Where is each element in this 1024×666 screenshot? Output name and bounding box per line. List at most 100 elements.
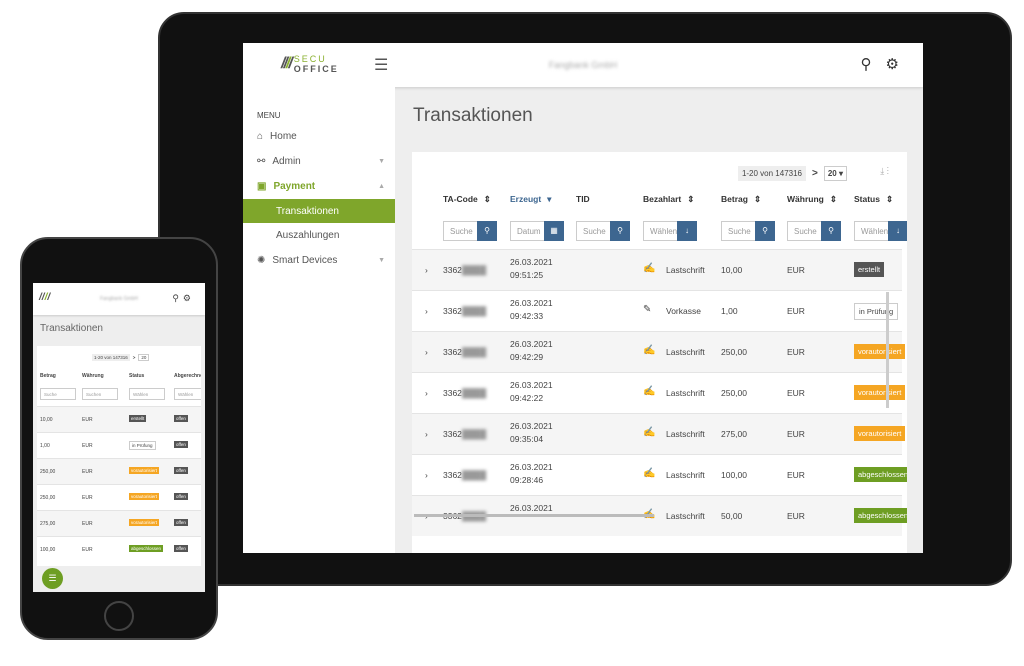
filter-input[interactable]: Suche ⚲ xyxy=(721,221,775,241)
direct-debit-icon: ✍ xyxy=(643,263,656,274)
sidebar-item-admin[interactable]: ⚯ Admin ▼ xyxy=(257,155,385,167)
sort-icon[interactable]: ⇕ xyxy=(753,194,762,204)
sort-icon[interactable]: ▾ xyxy=(547,194,552,204)
sidebar-item-payment[interactable]: ▣ Payment ▲ xyxy=(257,180,385,192)
next-page-button[interactable]: > xyxy=(812,168,818,179)
table-row[interactable]: 250,00 EUR vorautorisiert offen xyxy=(37,458,201,484)
sort-icon[interactable]: ⇕ xyxy=(829,194,837,204)
filter-placeholder: Wählen xyxy=(861,227,889,236)
filter-input[interactable]: Suche xyxy=(40,388,76,400)
search-icon[interactable]: ⚲ xyxy=(821,221,841,241)
column-header[interactable]: Bezahlart ⇕ xyxy=(643,194,694,205)
filter-input[interactable]: Suche ⚲ xyxy=(443,221,497,241)
filter-placeholder: Suche xyxy=(583,227,606,236)
gear-icon[interactable]: ⚙ xyxy=(885,56,899,73)
filter-input[interactable]: Suchen xyxy=(82,388,118,400)
status-badge: erstellt xyxy=(129,415,147,422)
calendar-icon[interactable]: ▦ xyxy=(544,221,564,241)
home-icon: ⌂ xyxy=(257,130,264,142)
filter-input[interactable]: Wählen ↓ xyxy=(854,221,907,241)
column-header[interactable]: Abgerechnet xyxy=(174,373,201,379)
amount: 275,00 xyxy=(40,521,56,527)
currency: EUR xyxy=(787,265,805,275)
download-icon[interactable]: ⤓ ⋮ xyxy=(880,166,889,176)
page-size-select[interactable]: 20 ▾ xyxy=(823,166,847,181)
currency: EUR xyxy=(787,306,805,316)
table-row[interactable]: 250,00 EUR vorautorisiert offen xyxy=(37,484,201,510)
payment-method: Vorkasse xyxy=(666,306,701,316)
direct-debit-icon: ✍ xyxy=(643,427,656,438)
table-row[interactable]: 10,00 EUR erstellt offen xyxy=(37,406,201,432)
home-button xyxy=(104,601,134,631)
column-header[interactable]: Status xyxy=(129,373,145,379)
chevron-right-icon[interactable]: › xyxy=(425,429,428,439)
sidebar-item-home[interactable]: ⌂ Home xyxy=(257,130,297,142)
arrow-down-icon[interactable]: ↓ xyxy=(888,221,907,241)
chevron-right-icon[interactable]: › xyxy=(425,265,428,275)
column-label: TA-Code xyxy=(443,194,478,204)
search-icon[interactable]: ⚲ xyxy=(477,221,497,241)
vertical-scrollbar[interactable] xyxy=(886,292,889,408)
chevron-right-icon[interactable]: › xyxy=(425,306,428,316)
column-header[interactable]: TID xyxy=(576,194,590,204)
filter-input[interactable]: Datum ▦ xyxy=(510,221,564,241)
sidebar-item-transaktionen[interactable]: Transaktionen xyxy=(243,199,395,223)
billing-badge: offen xyxy=(174,467,188,474)
search-icon[interactable]: ⚲ xyxy=(755,221,775,241)
search-icon[interactable]: ⚲ xyxy=(860,56,872,73)
amount: 275,00 xyxy=(721,429,747,439)
payment-method: Lastschrift xyxy=(666,429,705,439)
filter-input[interactable]: Wählen ↓ xyxy=(643,221,697,241)
column-header[interactable]: Währung ⇕ xyxy=(787,194,837,205)
ta-code: 3362 xyxy=(443,470,462,480)
sidebar-item-auszahlungen[interactable]: Auszahlungen xyxy=(276,229,340,241)
menu-fab-button[interactable]: ☰ xyxy=(42,568,63,589)
search-icon[interactable]: ⚲ xyxy=(610,221,630,241)
company-name: Fangbank GmbH xyxy=(548,60,618,70)
table-row[interactable]: › 3362 ████ 26.03.2021 09:42:29 ✍ Lastschrift 2… xyxy=(412,331,906,372)
gear-icon[interactable]: ⚙ xyxy=(182,293,191,303)
column-header[interactable]: Betrag xyxy=(40,373,56,379)
filter-input[interactable]: Wählen xyxy=(129,388,165,400)
created-date: 26.03.2021 xyxy=(510,257,553,267)
filter-input[interactable]: Suche ⚲ xyxy=(576,221,630,241)
column-header[interactable]: TA-Code ⇕ xyxy=(443,194,491,205)
table-row[interactable]: › 3362 ████ 26.03.2021 09:51:25 ✍ Lastschrift 1… xyxy=(412,249,902,290)
filter-input[interactable]: Suche ⚲ xyxy=(787,221,841,241)
sort-icon[interactable]: ⇕ xyxy=(885,194,894,204)
table-row[interactable]: › 3362 ████ 26.03.2021 09:42:33 ✎ Vorkasse 1,00… xyxy=(412,290,902,331)
column-header[interactable]: Währung xyxy=(82,373,104,379)
column-header[interactable]: Betrag ⇕ xyxy=(721,194,761,205)
amount: 250,00 xyxy=(40,495,56,501)
table-row[interactable]: 275,00 EUR vorautorisiert offen xyxy=(37,510,201,536)
status-badge: in Prüfung xyxy=(129,441,156,450)
chevron-right-icon[interactable]: › xyxy=(425,388,428,398)
created-time: 09:42:22 xyxy=(510,393,544,403)
search-icon[interactable]: ⚲ xyxy=(172,293,179,303)
horizontal-scrollbar[interactable] xyxy=(414,514,654,517)
page-size-select[interactable]: 20 xyxy=(138,354,150,361)
table-row[interactable]: 1,00 EUR in Prüfung offen xyxy=(37,432,201,458)
phone-transactions-table: 1-20 von 147316 >20 Betrag Suche Währung Suc… xyxy=(37,346,201,566)
filter-input[interactable]: Wählen xyxy=(174,388,201,400)
table-row[interactable]: › 3362 ████ 26.03.2021 09:28:46 ✍ Lastschrift 1… xyxy=(412,454,907,495)
chevron-right-icon[interactable]: › xyxy=(425,470,428,480)
table-row[interactable]: › 3362 ████ 26.03.2021 09:42:22 ✍ Lastschrift 2… xyxy=(412,372,906,413)
column-header[interactable]: Status ⇕ xyxy=(854,194,893,205)
sidebar-item-smart-devices[interactable]: ✺ Smart Devices ▼ xyxy=(257,254,385,266)
chevron-down-icon: ▼ xyxy=(378,157,385,165)
status-badge: abgeschlossen xyxy=(854,508,907,523)
ta-code: 3362 xyxy=(443,429,462,439)
sort-icon[interactable]: ⇕ xyxy=(483,194,491,204)
created-time: 09:51:25 xyxy=(510,270,544,280)
chevron-right-icon[interactable]: › xyxy=(425,347,428,357)
sort-icon[interactable]: ⇕ xyxy=(687,194,695,204)
arrow-down-icon[interactable]: ↓ xyxy=(677,221,697,241)
next-page-button[interactable]: > xyxy=(132,355,136,360)
menu-toggle-icon[interactable]: ☰ xyxy=(374,57,389,74)
table-row[interactable]: 100,00 EUR abgeschlossen offen xyxy=(37,536,201,562)
column-header[interactable]: Erzeugt ▾ xyxy=(510,194,551,205)
table-row[interactable]: › 3362 ████ 26.03.2021 09:35:04 ✍ Lastschrift 2… xyxy=(412,413,906,454)
column-label: Erzeugt xyxy=(510,194,542,204)
currency: EUR xyxy=(82,547,93,553)
